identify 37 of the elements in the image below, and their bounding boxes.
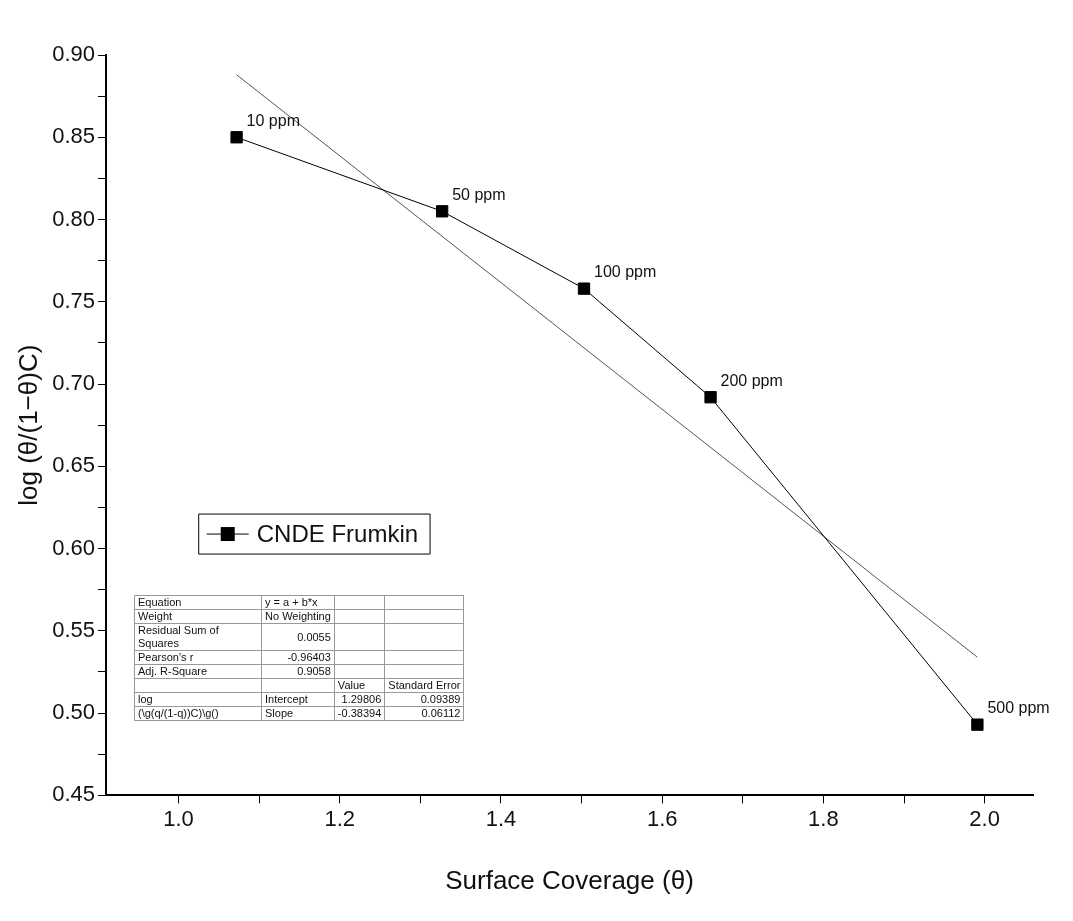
- y-tick-label: 0.65: [52, 452, 96, 478]
- point: [435, 205, 449, 218]
- text: Weight No Weighting: [138, 610, 331, 623]
- x-tick-label: 1.6: [646, 805, 678, 831]
- text: (\g(q/(1-q))C)\g() Slope -0.38394 0.06112: [138, 707, 461, 720]
- text: Residual Sum of Squares 0.0055: [138, 624, 331, 650]
- x-tick-label: 1.0: [163, 805, 194, 831]
- annotation: 200 ppm: [720, 371, 783, 389]
- y-tick-label: 0.55: [52, 616, 96, 642]
- y-tick-label: 0.75: [52, 287, 96, 313]
- y-tick-label: 0.80: [52, 205, 96, 231]
- annotation: 50 ppm: [452, 185, 506, 203]
- x-tick-label: 1.2: [324, 805, 356, 831]
- point: [577, 282, 591, 295]
- x-axis-title: Surface Coverage (θ): [445, 864, 694, 895]
- text: Adj. R-Square 0.9058: [138, 665, 331, 678]
- annotation: 10 ppm: [246, 111, 300, 129]
- y-tick-label: 0.90: [52, 41, 96, 67]
- y-tick-label: 0.45: [52, 781, 96, 807]
- y-tick-label: 0.60: [52, 534, 96, 560]
- text: Equation y = a + b*x: [138, 596, 318, 609]
- y-axis-title: log (θ/(1−θ)C): [12, 344, 43, 506]
- x-tick-label: 2.0: [969, 805, 1000, 831]
- y-tick-label: 0.50: [52, 699, 96, 725]
- text: log Intercept 1.29806 0.09389: [138, 693, 461, 706]
- text: Value Standard Error: [337, 679, 461, 692]
- annotation: 500 ppm: [987, 699, 1050, 717]
- point: [704, 391, 717, 404]
- x-tick-label: 1.4: [485, 805, 517, 831]
- y-tick-label: 0.70: [52, 370, 96, 396]
- annotation: 100 ppm: [594, 263, 657, 281]
- y-tick-label: 0.85: [52, 123, 96, 149]
- point: [971, 718, 984, 731]
- x-tick-label: 1.8: [808, 805, 839, 831]
- point: [230, 131, 243, 144]
- legend-label: CNDE Frumkin: [256, 519, 419, 547]
- text: Pearson's r -0.96403: [138, 651, 331, 664]
